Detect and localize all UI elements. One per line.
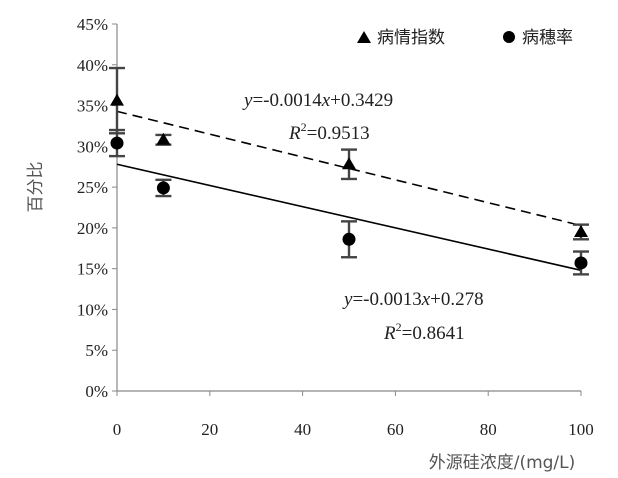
point-circle bbox=[110, 136, 124, 150]
x-tick-label: 80 bbox=[480, 420, 497, 439]
r-squared-1: R2=0.9513 bbox=[288, 120, 370, 144]
point-triangle bbox=[110, 93, 124, 106]
legend: 病情指数 病穗率 bbox=[357, 28, 573, 48]
point-circle bbox=[342, 232, 356, 246]
r-squared-2: R2=0.8641 bbox=[383, 320, 465, 344]
legend-circle-marker bbox=[503, 31, 515, 43]
data-points bbox=[110, 93, 588, 270]
y-tick-label: 15% bbox=[77, 260, 108, 279]
x-tick-label: 40 bbox=[294, 420, 311, 439]
point-circle bbox=[574, 256, 588, 270]
legend-triangle-marker bbox=[357, 31, 371, 43]
point-circle bbox=[156, 181, 170, 195]
y-tick-label: 40% bbox=[77, 56, 108, 75]
x-tick-label: 100 bbox=[568, 420, 594, 439]
axes: 0% 5% 10% 15% 20% 25% 30% 35% 40% 45% 0 20 40 60 80 100 bbox=[77, 15, 594, 439]
y-tick-label: 10% bbox=[77, 300, 108, 319]
x-tick-label: 20 bbox=[201, 420, 218, 439]
y-tick-label: 45% bbox=[77, 15, 108, 34]
x-axis-title: 外源硅浓度/(mg/L) bbox=[429, 453, 576, 473]
y-tick-label: 35% bbox=[77, 97, 108, 116]
point-triangle bbox=[574, 224, 588, 237]
legend-label-disease-index: 病情指数 bbox=[377, 28, 445, 48]
y-tick-label: 0% bbox=[85, 382, 108, 401]
trendlines bbox=[116, 110, 582, 272]
point-triangle bbox=[342, 157, 356, 170]
equation-2: y=-0.0013x+0.278 bbox=[342, 289, 484, 310]
x-tick-label: 0 bbox=[113, 420, 122, 439]
y-tick-label: 5% bbox=[85, 341, 108, 360]
point-triangle bbox=[156, 132, 171, 145]
y-tick-label: 30% bbox=[77, 137, 108, 156]
x-tick-label: 60 bbox=[387, 420, 404, 439]
legend-label-diseased-ear-rate: 病穗率 bbox=[522, 28, 573, 48]
equation-1: y=-0.0014x+0.3429 bbox=[242, 90, 393, 111]
equation-annotations: y=-0.0014x+0.3429 R2=0.9513 y=-0.0013x+0… bbox=[242, 90, 484, 344]
trendline-series-1 bbox=[116, 163, 582, 272]
y-tick-label: 25% bbox=[77, 178, 108, 197]
y-axis-title: 百分比 bbox=[26, 162, 46, 213]
y-tick-label: 20% bbox=[77, 219, 108, 238]
